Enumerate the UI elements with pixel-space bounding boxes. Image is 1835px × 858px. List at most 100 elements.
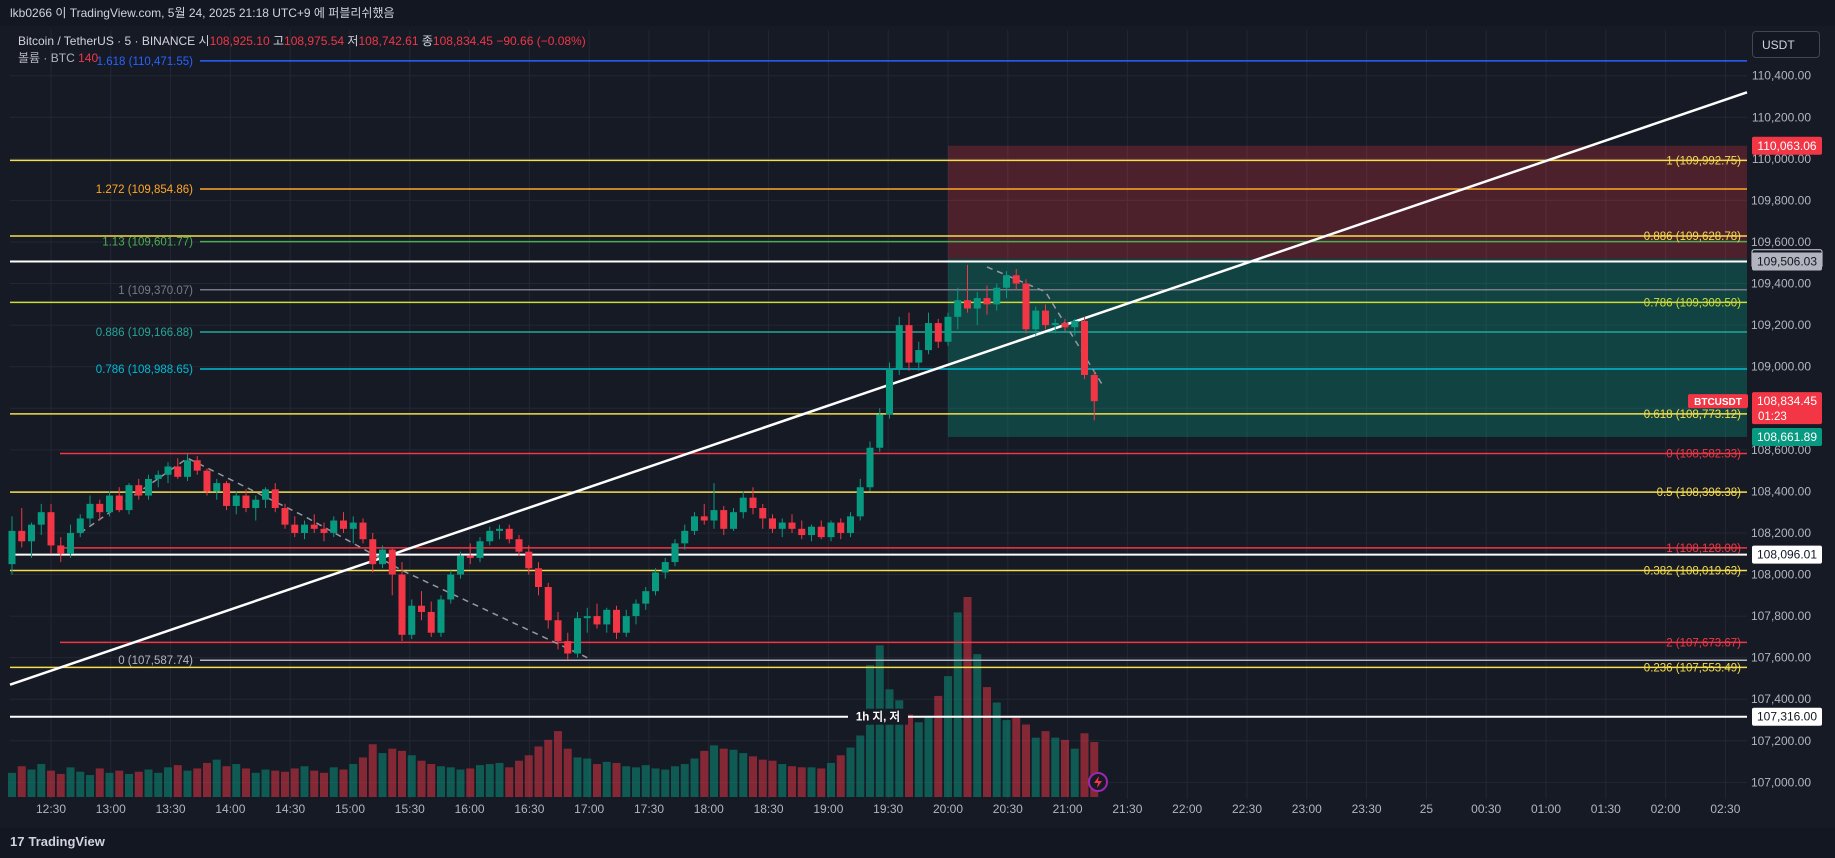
volume-bar [768, 760, 777, 797]
candles [8, 264, 1098, 660]
candle-body [457, 555, 464, 575]
trendline[interactable] [9, 91, 1748, 686]
candle-body [203, 470, 211, 492]
symbol-title[interactable]: Bitcoin / TetherUS · 5 · BINANCE [18, 34, 196, 48]
volume-bar [203, 762, 211, 797]
volume-bar [144, 769, 153, 797]
candle-body [359, 522, 367, 540]
volume-bar [739, 753, 748, 797]
volume-bar [515, 760, 523, 797]
candle-body [866, 447, 874, 488]
candle-body [944, 316, 952, 342]
volume-bar [671, 766, 679, 797]
high-label: 고 [272, 34, 285, 48]
candle-body [505, 528, 513, 540]
time-tick-label: 13:30 [156, 802, 186, 816]
time-tick-label: 14:00 [215, 802, 245, 816]
fib-level-label: 1 (109,370.07) [118, 285, 193, 297]
candle-body [184, 460, 191, 477]
volume-bar [583, 758, 592, 797]
candle-body [135, 485, 143, 496]
low-value: 108,742.61 [358, 34, 419, 48]
fib-level-label: 0.886 (109,166.88) [96, 327, 193, 339]
candle-countdown: 01:23 [1758, 411, 1787, 423]
volume-bar [534, 746, 543, 797]
candle-body [817, 526, 825, 538]
candle-body [86, 503, 94, 519]
candle-body [983, 298, 991, 305]
time-tick-label: 17:30 [634, 802, 664, 816]
price-axis[interactable]: 110,400.00 110,200.00 110,000.00 109,800.00… [1751, 26, 1835, 828]
volume-bar [222, 766, 231, 797]
price-tags: 110,063.06109,519.40108,661.89109,506.03… [1688, 136, 1823, 726]
hline-price-tag-bg [1752, 545, 1822, 564]
trendline-group[interactable] [9, 91, 1748, 686]
volume-bar [446, 767, 455, 797]
fib-level-label: 2 (107,673.67) [1666, 637, 1741, 649]
candle-body [213, 483, 221, 492]
candle-body [622, 616, 630, 633]
time-tick-label: 21:30 [1112, 802, 1142, 816]
candle-body [652, 572, 659, 592]
time-tick-label: 19:30 [873, 802, 903, 816]
price-tag: 110,063.06 [1757, 139, 1816, 153]
volume-bar [242, 768, 250, 797]
volume-bar [398, 750, 406, 797]
volume-bar [183, 770, 192, 797]
symbol-tag-bg [1688, 394, 1748, 409]
candle-body [661, 562, 669, 573]
price-tick-label: 108,600.00 [1751, 443, 1811, 457]
candle-body [827, 522, 835, 538]
time-tick-label: 14:30 [275, 802, 305, 816]
candle-body [388, 549, 396, 575]
hline-price-tag-bg [1752, 707, 1822, 726]
volume-bar [310, 770, 319, 797]
price-tick-label: 107,600.00 [1751, 651, 1811, 665]
price-tick-label: 109,000.00 [1751, 360, 1811, 374]
candle-body [1032, 310, 1040, 330]
fib-level-label: 0 (107,587.74) [118, 655, 193, 667]
volume-bar [680, 764, 689, 797]
time-tick-label: 12:30 [36, 802, 66, 816]
candle-body [700, 516, 708, 521]
tradingview-logo[interactable]: 17 TradingView [10, 834, 105, 849]
volume-bar [349, 764, 358, 797]
volume-bar [251, 772, 260, 797]
time-tick-label: 16:30 [514, 802, 544, 816]
volume-bar [173, 765, 182, 797]
volume-bar [593, 764, 601, 797]
volume-bar [1051, 737, 1060, 797]
candle-body [67, 532, 74, 554]
volume-bar [602, 761, 611, 797]
time-tick-label: 21:00 [1053, 802, 1083, 816]
candle-body [106, 495, 113, 513]
stop-loss-zone[interactable] [948, 145, 1747, 259]
alert-icon[interactable] [1088, 772, 1108, 792]
horizontal-lines[interactable]: 1h 지, 저 [10, 260, 1747, 725]
fib-levels[interactable]: 1.618 (110,471.55) 1 (109,992.75) 1.272 (1… [10, 56, 1747, 674]
projection-dash [79, 457, 588, 659]
volume-bar [281, 771, 289, 797]
currency-button[interactable]: USDT [1752, 31, 1820, 58]
candle-body [418, 605, 425, 612]
candle-body [476, 541, 484, 558]
candle-body [57, 545, 65, 554]
volume-bar [700, 750, 709, 797]
volume-bar [359, 757, 367, 797]
candle-body [564, 641, 572, 654]
time-tick-label: 23:00 [1292, 802, 1322, 816]
time-tick-label: 01:30 [1591, 802, 1621, 816]
volume-bar [1002, 720, 1011, 797]
open-value: 108,925.10 [209, 34, 270, 48]
candle-body [642, 591, 650, 604]
close-label: 종 [421, 34, 433, 48]
take-profit-zone[interactable] [948, 258, 1747, 437]
volume-bar [505, 767, 514, 797]
volume-value: 140 [78, 51, 99, 65]
volume-bar [154, 772, 163, 797]
volume-bar [1041, 731, 1050, 797]
time-axis[interactable]: 12:30 13:00 13:30 14:00 14:30 15:00 15:30 16:00… [36, 802, 1741, 816]
time-tick-label: 23:30 [1352, 802, 1382, 816]
volume-bar [1022, 724, 1030, 797]
